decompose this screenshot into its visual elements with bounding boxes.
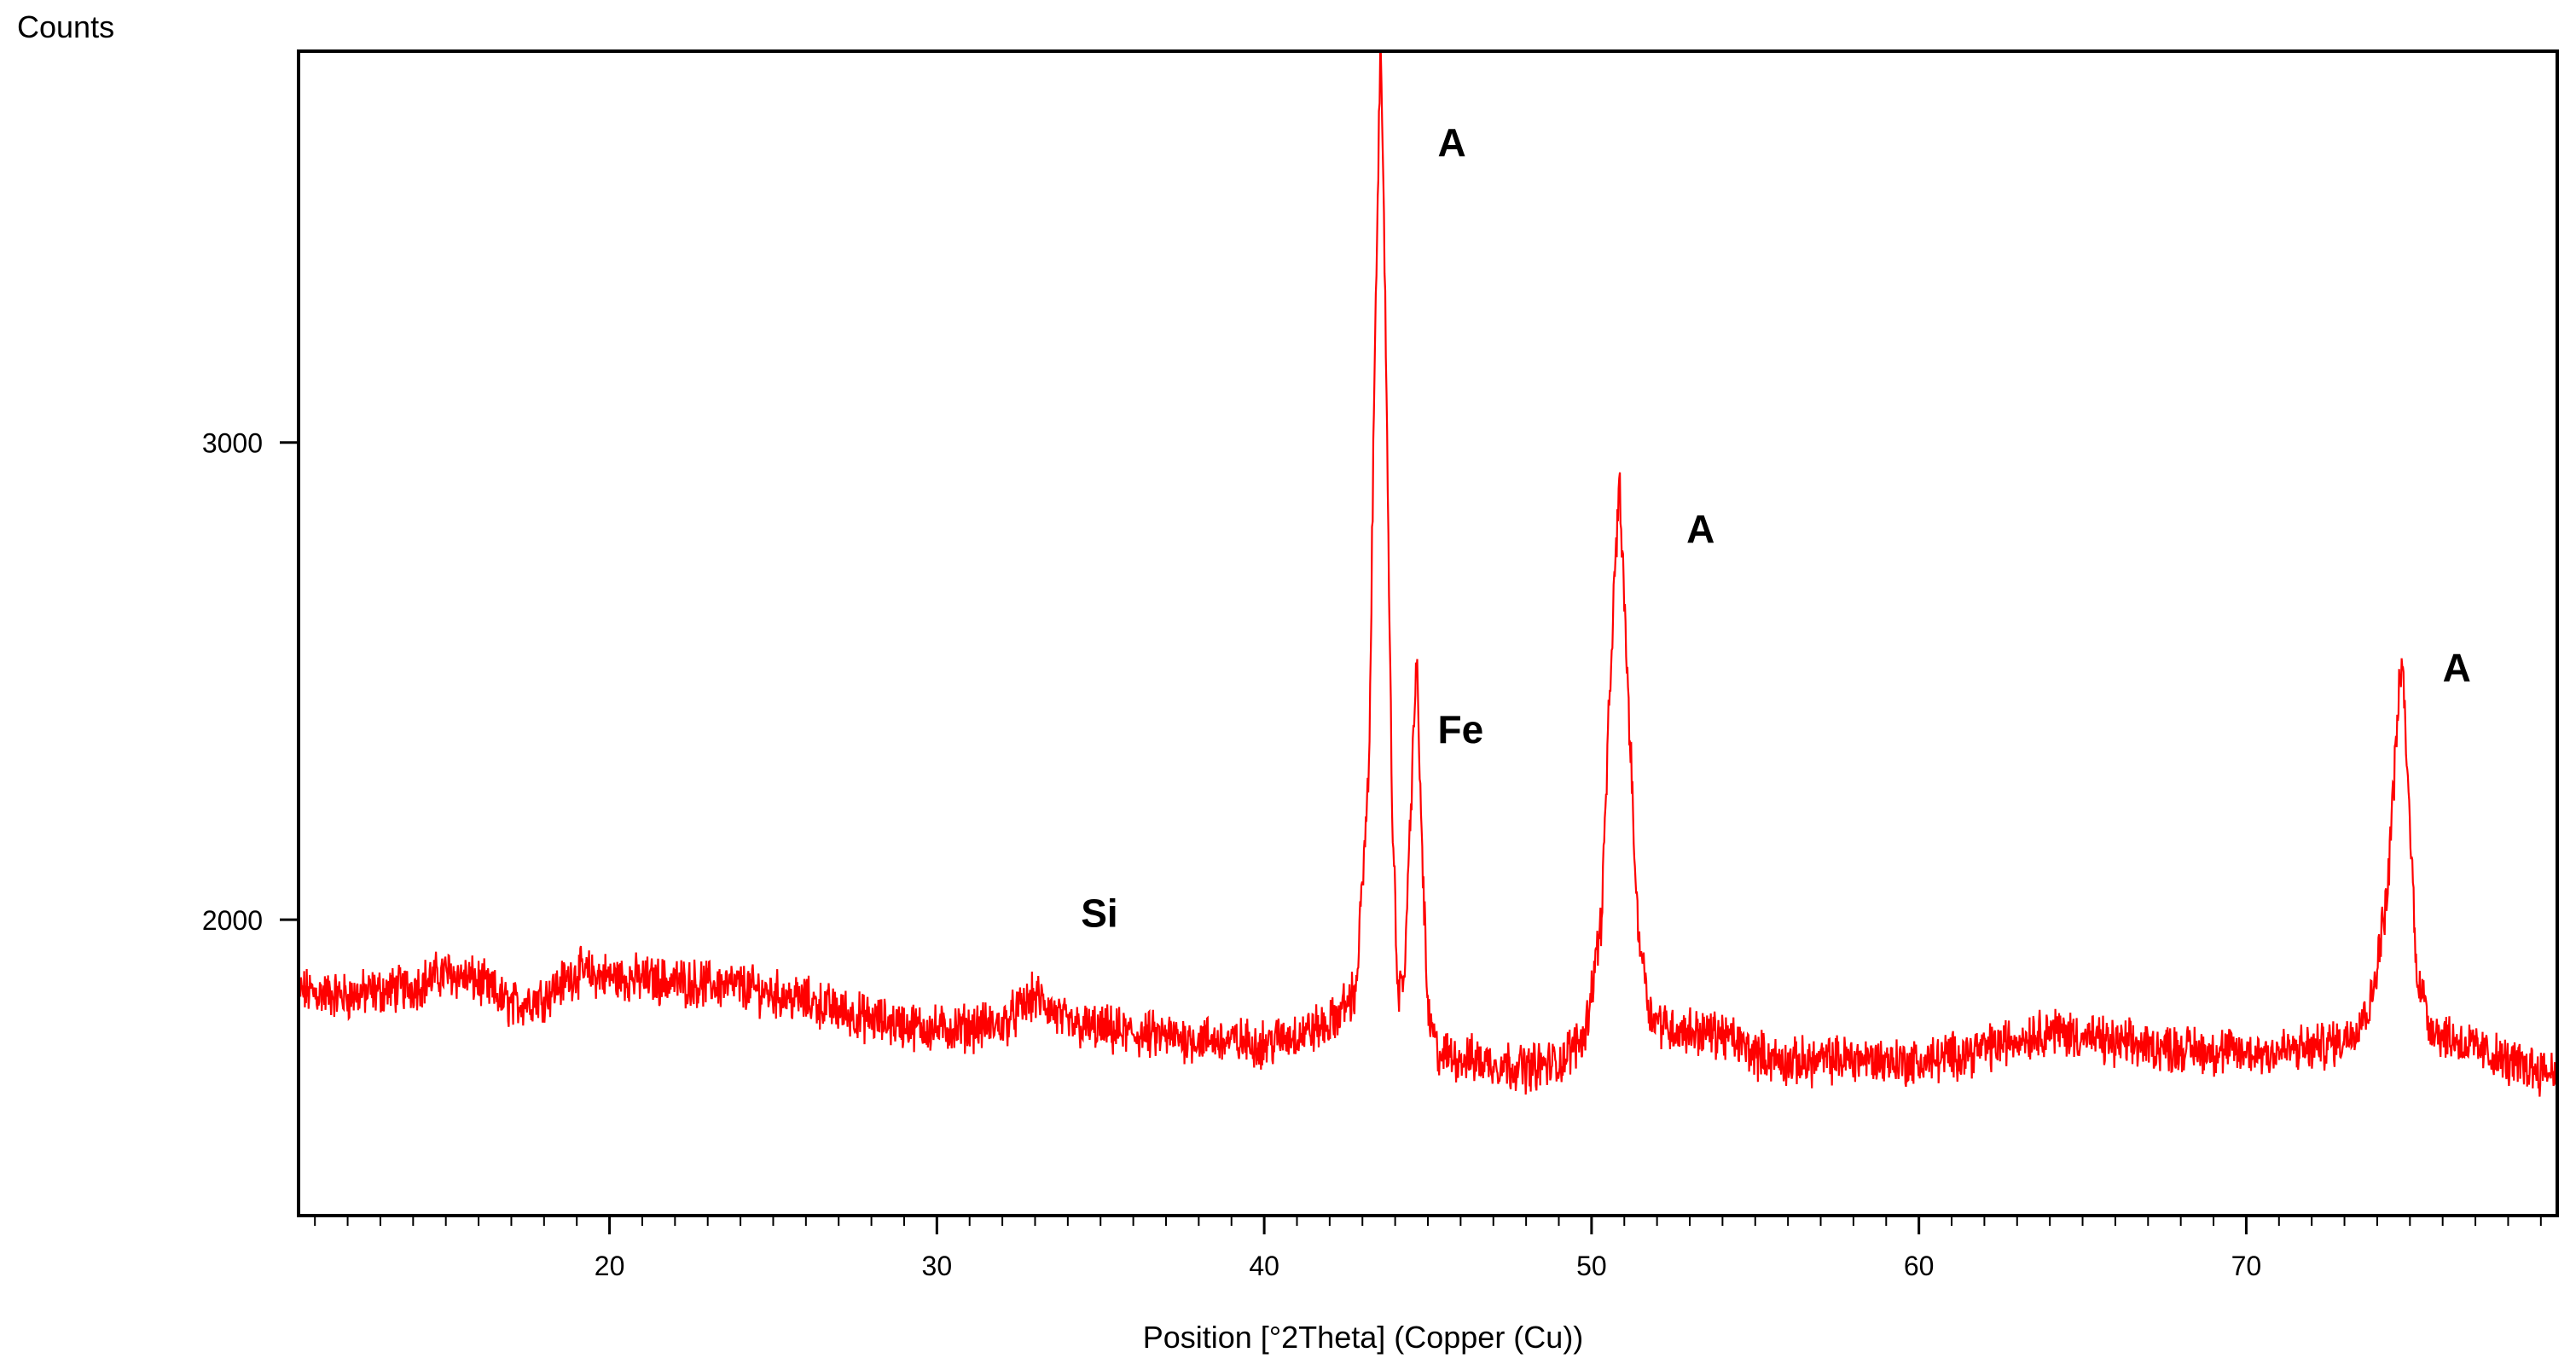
series-line-0 [299,51,2557,1097]
axes-layer: 20 30 40 50 60 70 2000 3000 [202,49,2559,1281]
x-axis-title: Position [°2Theta] (Copper (Cu)) [1143,1320,1584,1355]
x-tick-label-60: 60 [1904,1251,1935,1281]
x-tick-label-70: 70 [2231,1251,2262,1281]
peak-annotation-fe-1: Fe [1438,707,1484,752]
peak-annotation-si-4: Si [1081,891,1117,936]
peak-annotation-a-0: A [1438,120,1466,165]
x-tick-label-20: 20 [595,1251,625,1281]
y-axis-title: Counts [17,9,114,44]
peak-annotation-a-2: A [1686,507,1714,551]
annotations-layer: A Fe A A Si [1081,120,2471,935]
y-tick-label-2000: 2000 [202,905,263,936]
peak-annotation-a-3: A [2443,645,2471,689]
x-tick-label-40: 40 [1249,1251,1279,1281]
plot-layer [299,51,2557,1097]
y-tick-label-3000: 3000 [202,428,263,459]
plot-frame [297,49,2559,1217]
x-tick-label-30: 30 [922,1251,953,1281]
x-tick-label-50: 50 [1576,1251,1607,1281]
